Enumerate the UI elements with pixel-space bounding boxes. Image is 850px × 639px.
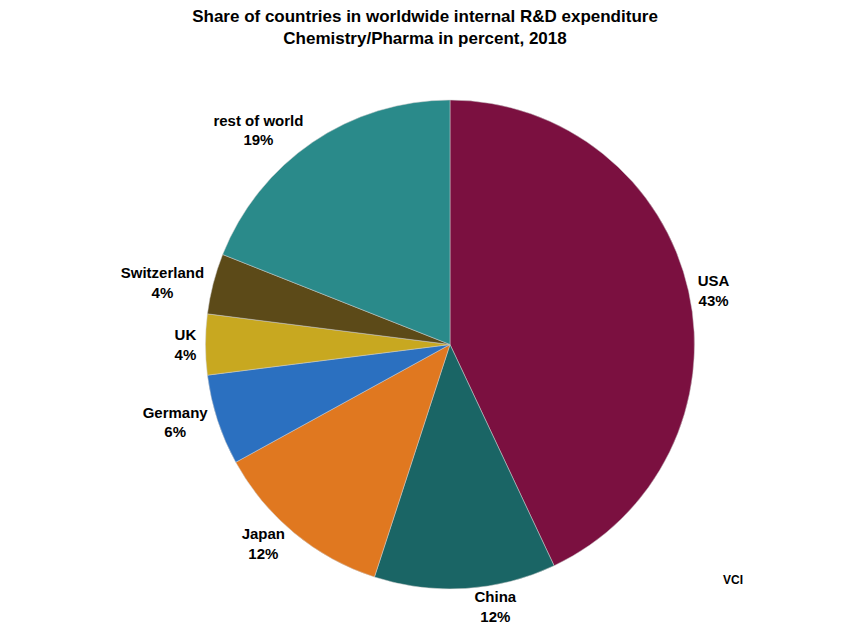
svg-text:Japan12%: Japan12%: [242, 525, 285, 562]
svg-text:rest of world19%: rest of world19%: [213, 112, 303, 149]
svg-text:Germany6%: Germany6%: [143, 404, 209, 441]
svg-text:Switzerland4%: Switzerland4%: [121, 264, 204, 301]
svg-text:VCI: VCI: [723, 573, 743, 587]
svg-text:China12%: China12%: [474, 588, 516, 625]
svg-text:USA43%: USA43%: [698, 272, 730, 309]
svg-text:Share of countries in worldwid: Share of countries in worldwide internal…: [192, 7, 658, 48]
svg-text:UK4%: UK4%: [175, 326, 197, 363]
